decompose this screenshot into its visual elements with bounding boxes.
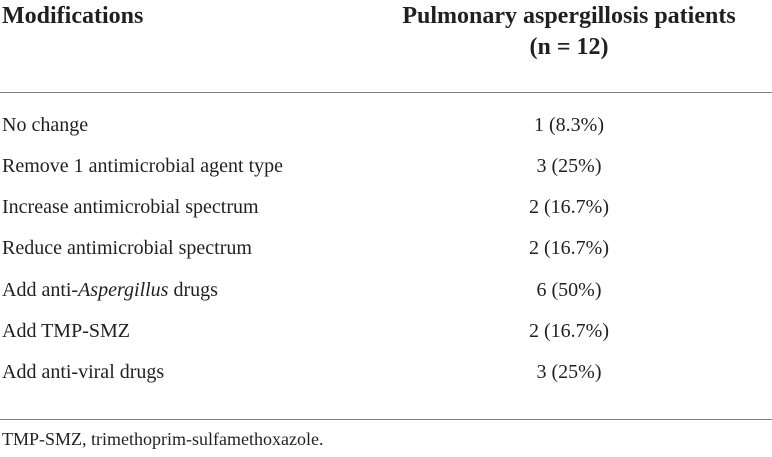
table-row: Reduce antimicrobial spectrum 2 (16.7%) bbox=[0, 228, 772, 268]
row-value: 1 (8.3%) bbox=[534, 114, 604, 136]
row-label: Add TMP-SMZ bbox=[2, 320, 130, 342]
table-row: Add TMP-SMZ 2 (16.7%) bbox=[0, 311, 772, 351]
row-value: 2 (16.7%) bbox=[529, 237, 609, 259]
row-value: 2 (16.7%) bbox=[529, 196, 609, 218]
row-label: Reduce antimicrobial spectrum bbox=[2, 237, 252, 259]
table-footnote: TMP-SMZ, trimethoprim-sulfamethoxazole. bbox=[2, 429, 324, 449]
row-label-italic: Aspergillus bbox=[78, 279, 169, 301]
row-label: Add anti-Aspergillus drugs bbox=[2, 279, 218, 301]
row-label: No change bbox=[2, 114, 89, 136]
row-label: Remove 1 antimicrobial agent type bbox=[2, 155, 284, 177]
header-patients: Pulmonary aspergillosis patients (n = 12… bbox=[362, 1, 772, 63]
row-value: 6 (50%) bbox=[536, 279, 602, 301]
table-row: Increase antimicrobial spectrum 2 (16.7%… bbox=[0, 187, 772, 227]
table-row: No change 1 (8.3%) bbox=[0, 105, 772, 145]
row-value: 3 (25%) bbox=[536, 361, 602, 383]
row-label: Increase antimicrobial spectrum bbox=[2, 196, 259, 218]
table-row: Add anti-viral drugs 3 (25%) bbox=[0, 352, 772, 392]
row-value: 2 (16.7%) bbox=[529, 320, 609, 342]
row-value: 3 (25%) bbox=[536, 155, 602, 177]
table-header-row: Modifications Pulmonary aspergillosis pa… bbox=[0, 0, 772, 93]
header-patients-line2: (n = 12) bbox=[529, 34, 609, 60]
row-label: Add anti-viral drugs bbox=[2, 361, 165, 383]
table-footer-divider bbox=[0, 419, 772, 420]
header-patients-line1: Pulmonary aspergillosis patients bbox=[402, 3, 736, 29]
header-modifications: Modifications bbox=[2, 3, 144, 29]
table-row: Add anti-Aspergillus drugs 6 (50%) bbox=[0, 270, 772, 310]
table-row: Remove 1 antimicrobial agent type 3 (25%… bbox=[0, 146, 772, 186]
